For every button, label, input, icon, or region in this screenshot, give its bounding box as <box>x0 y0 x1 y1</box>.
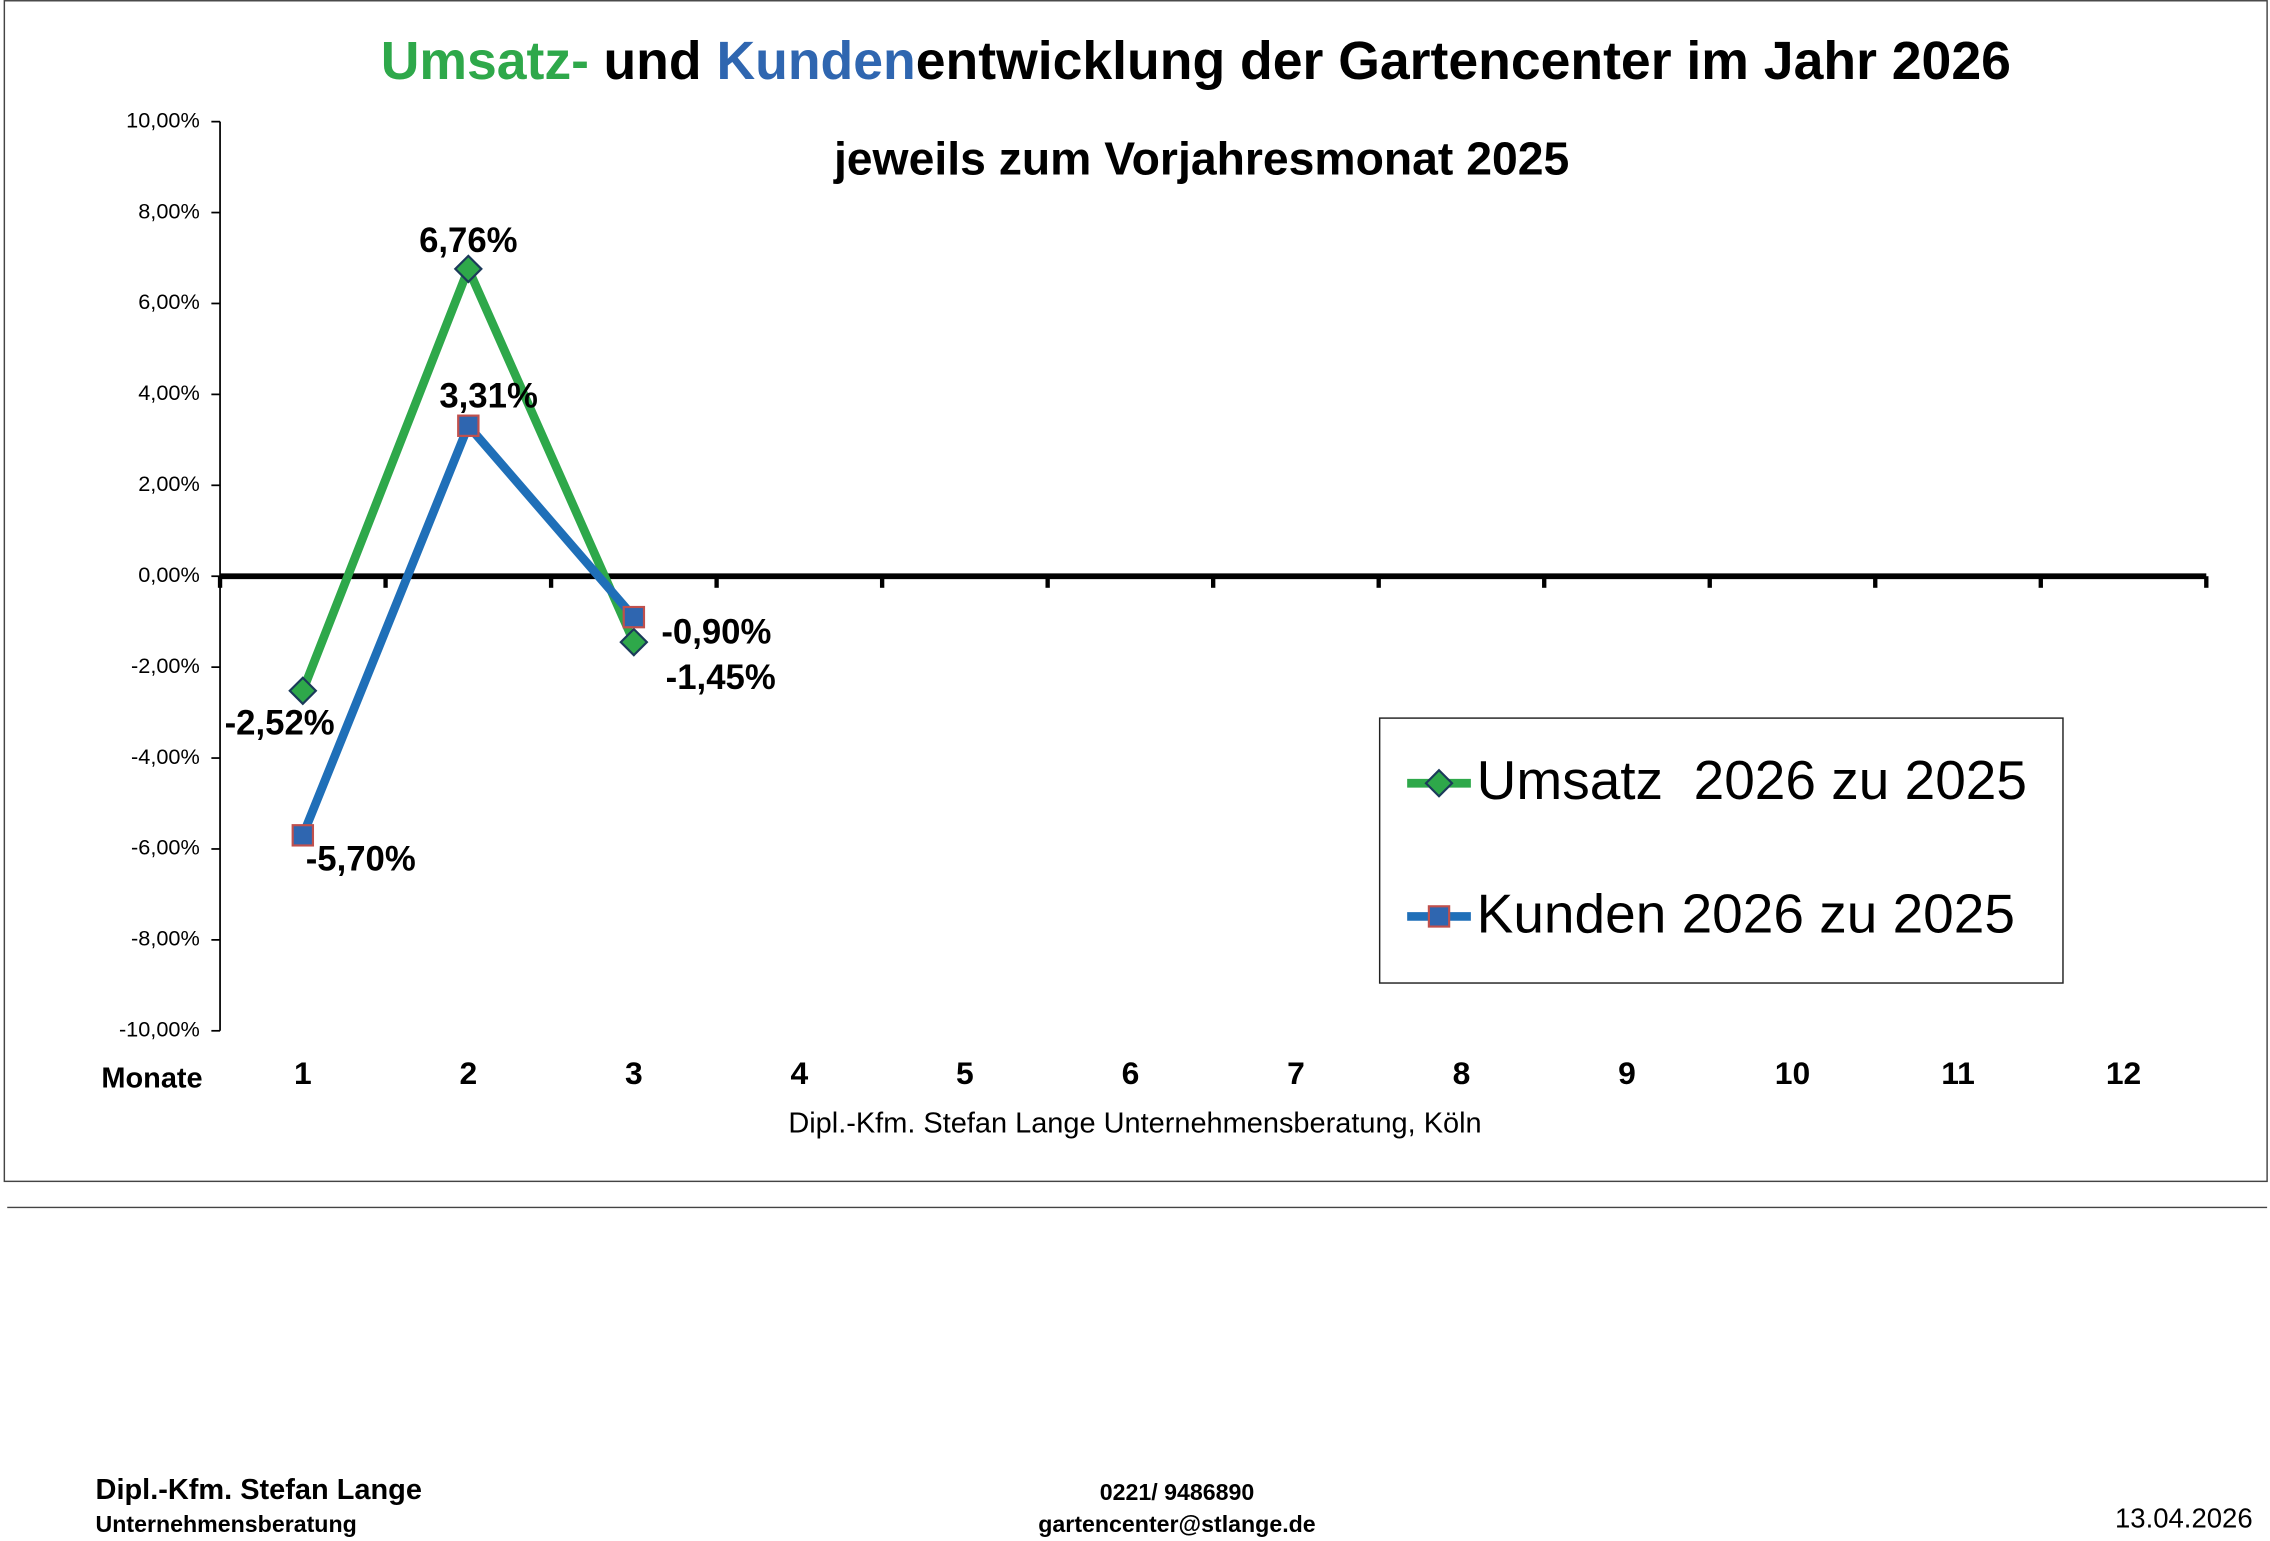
series-line <box>298 421 638 837</box>
footer-email: gartencenter@stlange.de <box>1038 1511 1315 1537</box>
data-label: 3,31% <box>439 377 537 415</box>
source: Dipl.-Kfm. Stefan Lange Unternehmensbera… <box>788 1108 1481 1140</box>
title-part: und <box>603 32 716 91</box>
footer-company: Unternehmensberatung <box>96 1511 357 1537</box>
y-tick-label: -10,00% <box>119 1017 200 1042</box>
marker <box>619 627 649 657</box>
legend-label: Kunden 2026 zu 2025 <box>1477 882 2015 944</box>
data-label: 6,76% <box>419 222 518 260</box>
x-tick-label: 11 <box>1941 1055 1975 1091</box>
x-tick-label: 2 <box>459 1055 477 1091</box>
x-tick-label: 6 <box>1122 1055 1140 1091</box>
title-part: entwicklung der Gartencenter im Jahr 202… <box>916 32 2011 91</box>
data-label: -1,45% <box>666 659 776 697</box>
chart-subtitle: jeweils zum Vorjahresmonat 2025 <box>833 132 1569 184</box>
y-tick-label: -4,00% <box>131 744 200 769</box>
data-label: -5,70% <box>306 841 416 879</box>
y-tick-label: 2,00% <box>138 471 200 496</box>
footer-date: 13.04.2026 <box>2115 1502 2253 1533</box>
marker <box>1427 905 1451 928</box>
x-tick-label: 8 <box>1453 1055 1471 1091</box>
legend-label: Umsatz 2026 zu 2025 <box>1477 749 2027 811</box>
y-tick-label: 6,00% <box>138 289 200 314</box>
y-tick-label: -6,00% <box>131 835 200 860</box>
x-axis-label: Monate <box>101 1063 202 1095</box>
data-label: -2,52% <box>225 705 335 743</box>
marker <box>288 676 318 706</box>
y-tick-label: 8,00% <box>138 198 200 223</box>
y-tick-label: 10,00% <box>126 107 200 132</box>
y-tick-label: -8,00% <box>131 926 200 951</box>
title-part: Umsatz- <box>381 32 589 91</box>
marker <box>453 254 483 284</box>
x-tick-label: 10 <box>1775 1055 1810 1091</box>
marker <box>1424 768 1454 798</box>
chart-frame <box>3 0 2268 1183</box>
data-label: -0,90% <box>661 614 771 652</box>
x-tick-label: 9 <box>1618 1055 1636 1091</box>
marker <box>457 414 480 437</box>
footer-phone: 0221/ 9486890 <box>1100 1479 1255 1505</box>
y-tick-label: -2,00% <box>131 653 200 678</box>
footer-name: Dipl.-Kfm. Stefan Lange <box>96 1474 422 1506</box>
y-tick-label: 4,00% <box>138 380 200 405</box>
x-tick-label: 1 <box>294 1055 312 1091</box>
x-tick-label: 12 <box>2106 1055 2141 1091</box>
x-tick-label: 3 <box>625 1055 643 1091</box>
x-tick-label: 4 <box>791 1055 809 1091</box>
title-part: Kunden <box>716 32 915 91</box>
x-tick-label: 5 <box>956 1055 974 1091</box>
series-line <box>298 264 638 693</box>
chart-title: Umsatz-und Kundenentwicklung der Gartenc… <box>381 32 2011 91</box>
marker <box>291 824 315 847</box>
legend-box <box>1378 717 2064 984</box>
x-tick-label: 7 <box>1287 1055 1305 1091</box>
marker <box>622 605 646 629</box>
y-tick-label: 0,00% <box>138 562 200 587</box>
